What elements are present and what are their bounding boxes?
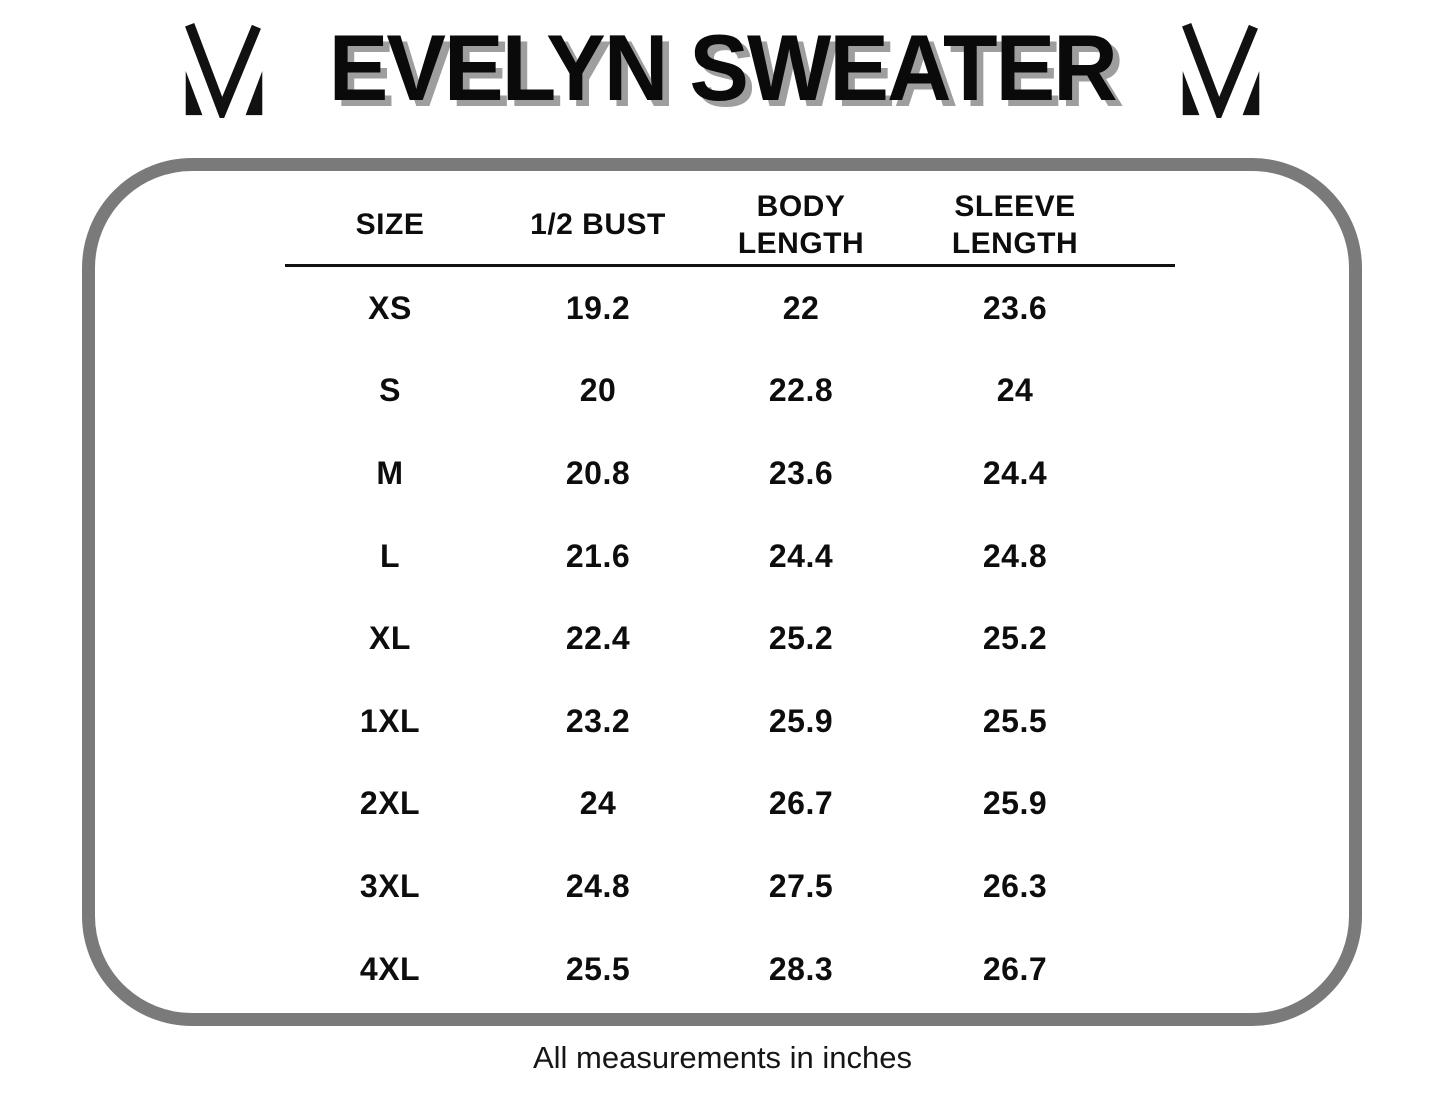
column-header-line: LENGTH	[951, 226, 1079, 260]
table-row: 4XL 25.5 28.3 26.7	[285, 928, 1175, 1011]
cell-body-length: 25.2	[768, 620, 834, 657]
cell-body-length: 22.8	[768, 372, 834, 409]
table-row: XL 22.4 25.2 25.2	[285, 597, 1175, 680]
cell-body-length: 28.3	[768, 950, 834, 987]
table-row: XS 19.2 22 23.6	[285, 267, 1175, 350]
cell-size: XL	[369, 620, 411, 657]
column-header-size: SIZE	[285, 206, 495, 243]
column-header-body-length: BODY LENGTH	[701, 188, 901, 262]
units-note: All measurements in inches	[532, 1040, 913, 1075]
cell-sleeve-length: 26.3	[982, 867, 1048, 904]
cell-sleeve-length: 25.5	[982, 702, 1048, 739]
brand-header: EVELYN SWEATER	[0, 18, 1445, 118]
cell-size: 4XL	[359, 950, 421, 987]
cell-body-length: 27.5	[768, 867, 834, 904]
cell-half-bust: 20	[579, 372, 617, 409]
cell-sleeve-length: 25.2	[982, 620, 1048, 657]
header-divider	[285, 264, 1175, 267]
cell-half-bust: 20.8	[565, 454, 631, 491]
cell-size: M	[376, 454, 404, 491]
brand-m-logo-icon	[185, 23, 263, 118]
size-chart-table: SIZE 1/2 BUST BODY LENGTH SLEEVE LENGTH …	[285, 185, 1175, 1010]
cell-sleeve-length: 26.7	[982, 950, 1048, 987]
cell-half-bust: 21.6	[565, 537, 631, 574]
cell-half-bust: 24	[579, 785, 617, 822]
cell-size: 1XL	[359, 702, 421, 739]
table-row: M 20.8 23.6 24.4	[285, 432, 1175, 515]
cell-size: S	[379, 372, 401, 409]
cell-sleeve-length: 24.8	[982, 537, 1048, 574]
cell-sleeve-length: 23.6	[982, 289, 1048, 326]
cell-size: 3XL	[359, 867, 421, 904]
column-header-line: SLEEVE	[954, 189, 1076, 223]
cell-size: 2XL	[359, 785, 421, 822]
cell-body-length: 26.7	[768, 785, 834, 822]
cell-body-length: 25.9	[768, 702, 834, 739]
cell-half-bust: 19.2	[565, 289, 631, 326]
column-header-line: LENGTH	[737, 226, 865, 260]
table-row: 1XL 23.2 25.9 25.5	[285, 680, 1175, 763]
cell-half-bust: 25.5	[565, 950, 631, 987]
column-header-half-bust: 1/2 BUST	[495, 206, 701, 243]
table-row: L 21.6 24.4 24.8	[285, 515, 1175, 598]
column-header-line: SIZE	[355, 208, 425, 241]
cell-sleeve-length: 24.4	[982, 454, 1048, 491]
cell-sleeve-length: 24	[996, 372, 1034, 409]
cell-size: L	[379, 537, 401, 574]
brand-m-logo-icon	[1181, 23, 1260, 118]
cell-sleeve-length: 25.9	[982, 785, 1048, 822]
column-header-line: 1/2 BUST	[530, 208, 666, 241]
cell-body-length: 24.4	[768, 537, 834, 574]
cell-half-bust: 23.2	[565, 702, 631, 739]
table-row: 2XL 24 26.7 25.9	[285, 763, 1175, 846]
table-header-row: SIZE 1/2 BUST BODY LENGTH SLEEVE LENGTH	[285, 185, 1175, 264]
page-title: EVELYN SWEATER	[328, 14, 1118, 120]
table-row: S 20 22.8 24	[285, 350, 1175, 433]
table-row: 3XL 24.8 27.5 26.3	[285, 845, 1175, 928]
cell-half-bust: 24.8	[565, 867, 631, 904]
column-header-line: BODY	[756, 189, 846, 223]
cell-body-length: 22	[782, 289, 820, 326]
column-header-sleeve-length: SLEEVE LENGTH	[901, 188, 1129, 262]
cell-half-bust: 22.4	[565, 620, 631, 657]
cell-size: XS	[368, 289, 412, 326]
chart-frame	[82, 158, 1362, 1026]
cell-body-length: 23.6	[768, 454, 834, 491]
